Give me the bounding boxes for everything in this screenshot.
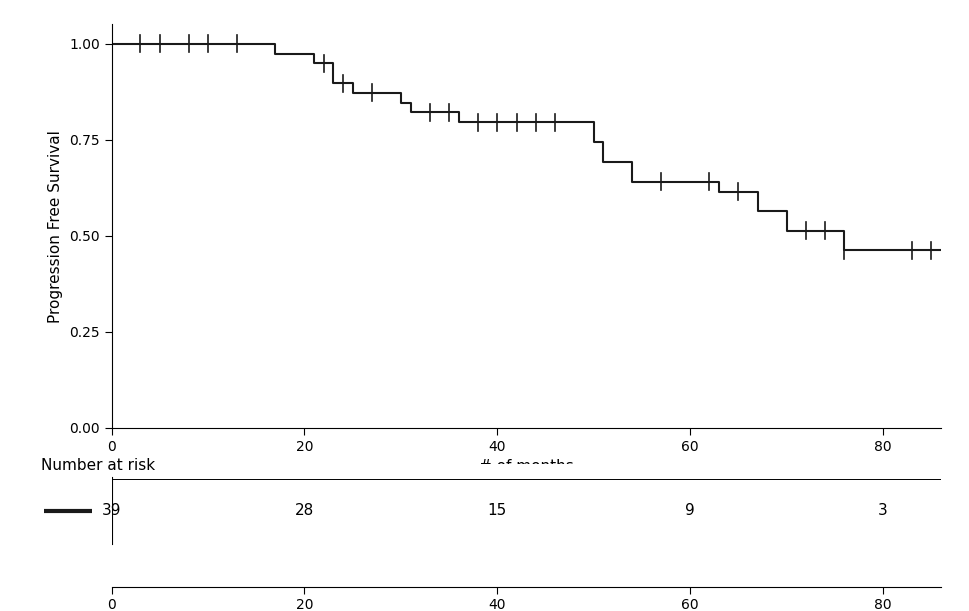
X-axis label: # of months: # of months: [479, 459, 573, 474]
Y-axis label: Progression Free Survival: Progression Free Survival: [48, 130, 63, 323]
Text: 3: 3: [877, 503, 887, 518]
Text: 39: 39: [102, 503, 121, 518]
Text: Number at risk: Number at risk: [41, 458, 155, 474]
Text: 28: 28: [295, 503, 314, 518]
Text: 15: 15: [487, 503, 507, 518]
Text: 9: 9: [684, 503, 695, 518]
